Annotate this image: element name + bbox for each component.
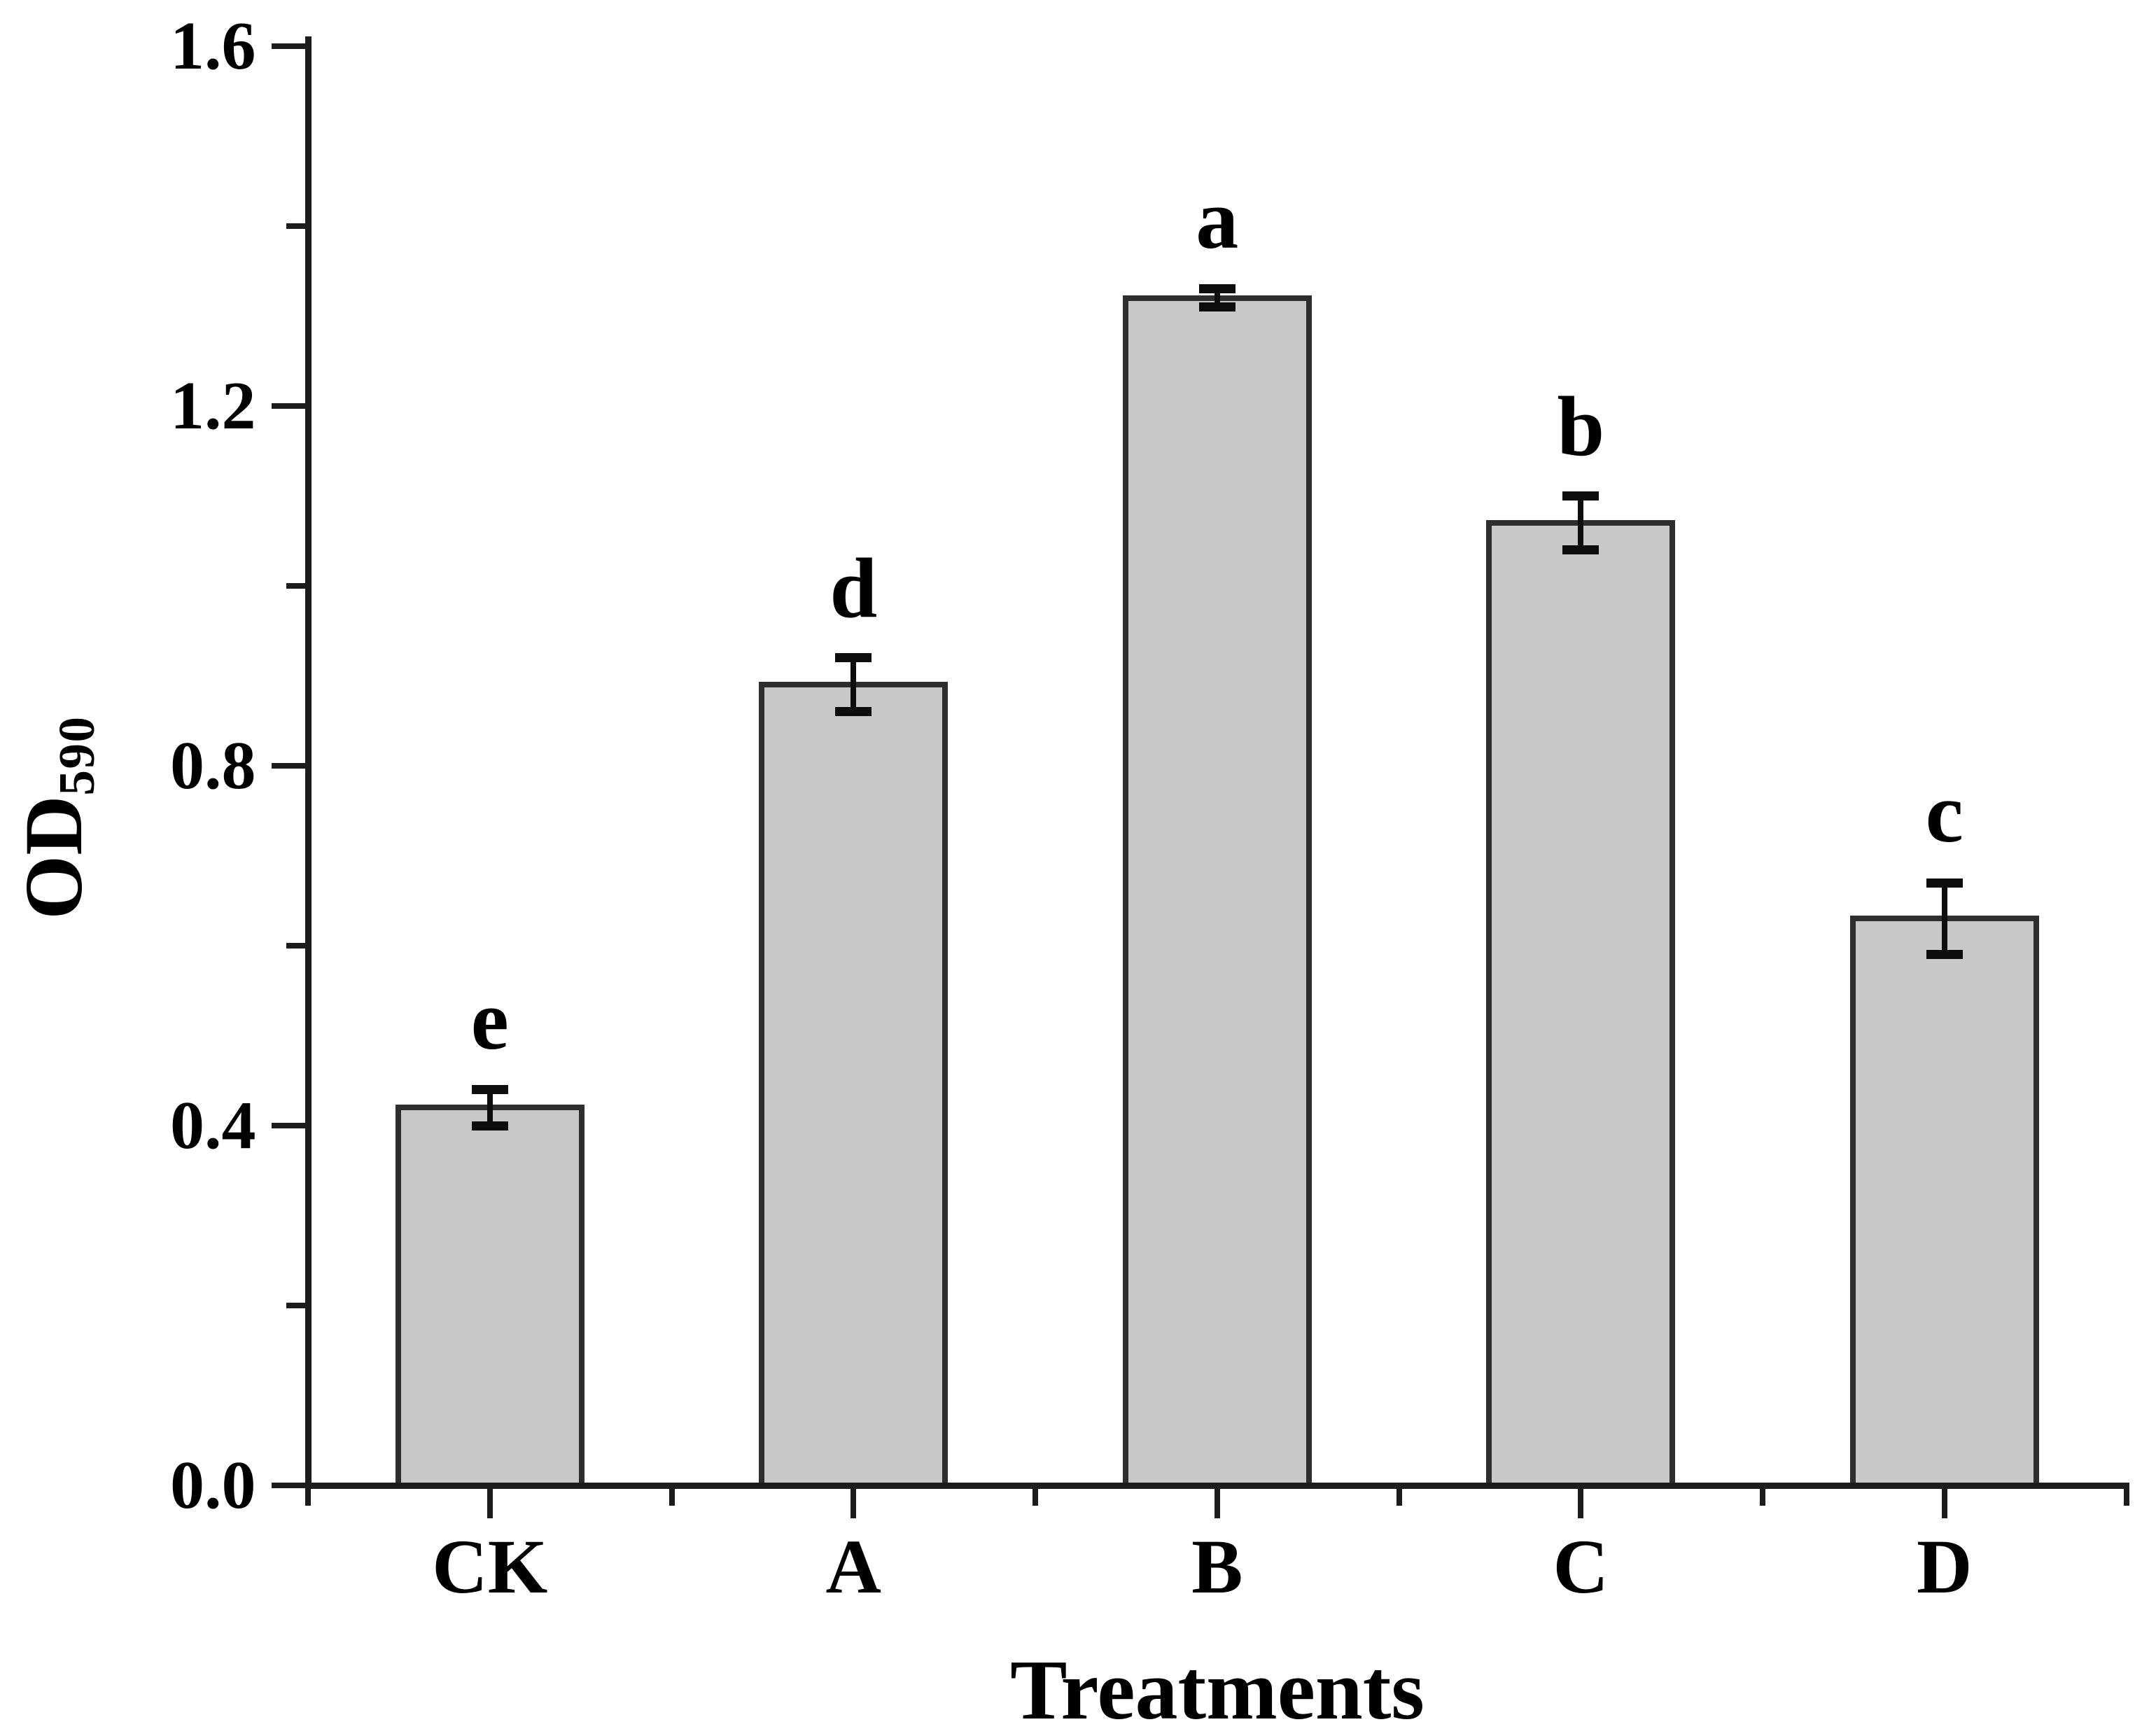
y-axis-title-text: OD <box>7 795 99 920</box>
x-major-tick <box>486 1488 493 1518</box>
error-bar-cap-bottom <box>1198 302 1236 312</box>
x-minor-tick <box>668 1488 675 1506</box>
y-tick-label: 1.2 <box>170 368 256 444</box>
error-bar-cap-top <box>835 653 872 663</box>
error-bar-stem <box>1941 883 1947 955</box>
error-bar-cap-bottom <box>1562 545 1600 555</box>
y-major-tick <box>271 43 305 49</box>
x-major-tick <box>850 1488 857 1518</box>
x-minor-tick <box>1760 1488 1765 1506</box>
bar-b <box>1122 295 1312 1488</box>
x-major-tick <box>1578 1488 1584 1518</box>
y-major-tick <box>271 763 305 769</box>
error-bar-cap-top <box>1562 491 1600 500</box>
x-category-label-ck: CK <box>432 1524 548 1609</box>
significance-letter-b: b <box>1557 379 1605 474</box>
bar-a <box>759 682 948 1488</box>
bar-ck <box>395 1105 584 1488</box>
bar-d <box>1849 916 2039 1488</box>
y-minor-tick <box>286 1303 305 1308</box>
x-category-label-c: C <box>1553 1524 1609 1609</box>
x-axis-title: Treatments <box>1010 1643 1424 1736</box>
error-bar-stem <box>486 1089 493 1126</box>
error-bar-cap-top <box>471 1085 508 1095</box>
y-minor-tick <box>286 223 305 229</box>
x-minor-tick <box>305 1488 311 1506</box>
y-tick-label: 1.6 <box>170 8 256 84</box>
x-category-label-a: A <box>825 1524 881 1609</box>
y-minor-tick <box>286 583 305 589</box>
x-major-tick <box>1941 1488 1947 1518</box>
significance-letter-c: c <box>1925 766 1963 861</box>
y-major-tick <box>271 1483 305 1488</box>
y-minor-tick <box>286 943 305 948</box>
error-bar-cap-top <box>1926 878 1963 888</box>
error-bar-stem <box>1578 496 1584 550</box>
error-bar-cap-bottom <box>835 707 872 717</box>
y-tick-label: 0.8 <box>170 728 256 804</box>
significance-letter-e: e <box>470 972 509 1068</box>
y-axis-spine <box>304 36 312 1489</box>
error-bar-stem <box>850 657 857 712</box>
error-bar-cap-bottom <box>471 1121 508 1130</box>
x-axis-line <box>304 1482 2129 1489</box>
bar-c <box>1486 520 1676 1488</box>
y-tick-label: 0.4 <box>170 1088 256 1163</box>
x-minor-tick <box>1032 1488 1038 1506</box>
error-bar-stem <box>1214 288 1220 307</box>
y-major-tick <box>271 403 305 409</box>
y-tick-label: 0.0 <box>170 1448 256 1523</box>
error-bar-cap-bottom <box>1926 950 1963 960</box>
x-minor-tick <box>1396 1488 1402 1506</box>
error-bar-cap-top <box>1198 284 1236 294</box>
x-category-label-d: D <box>1917 1524 1973 1609</box>
x-category-label-b: B <box>1191 1524 1243 1609</box>
x-major-tick <box>1214 1488 1220 1518</box>
significance-letter-a: a <box>1196 172 1239 267</box>
y-major-tick <box>271 1123 305 1128</box>
x-minor-tick <box>2123 1488 2129 1506</box>
significance-letter-d: d <box>830 540 878 636</box>
